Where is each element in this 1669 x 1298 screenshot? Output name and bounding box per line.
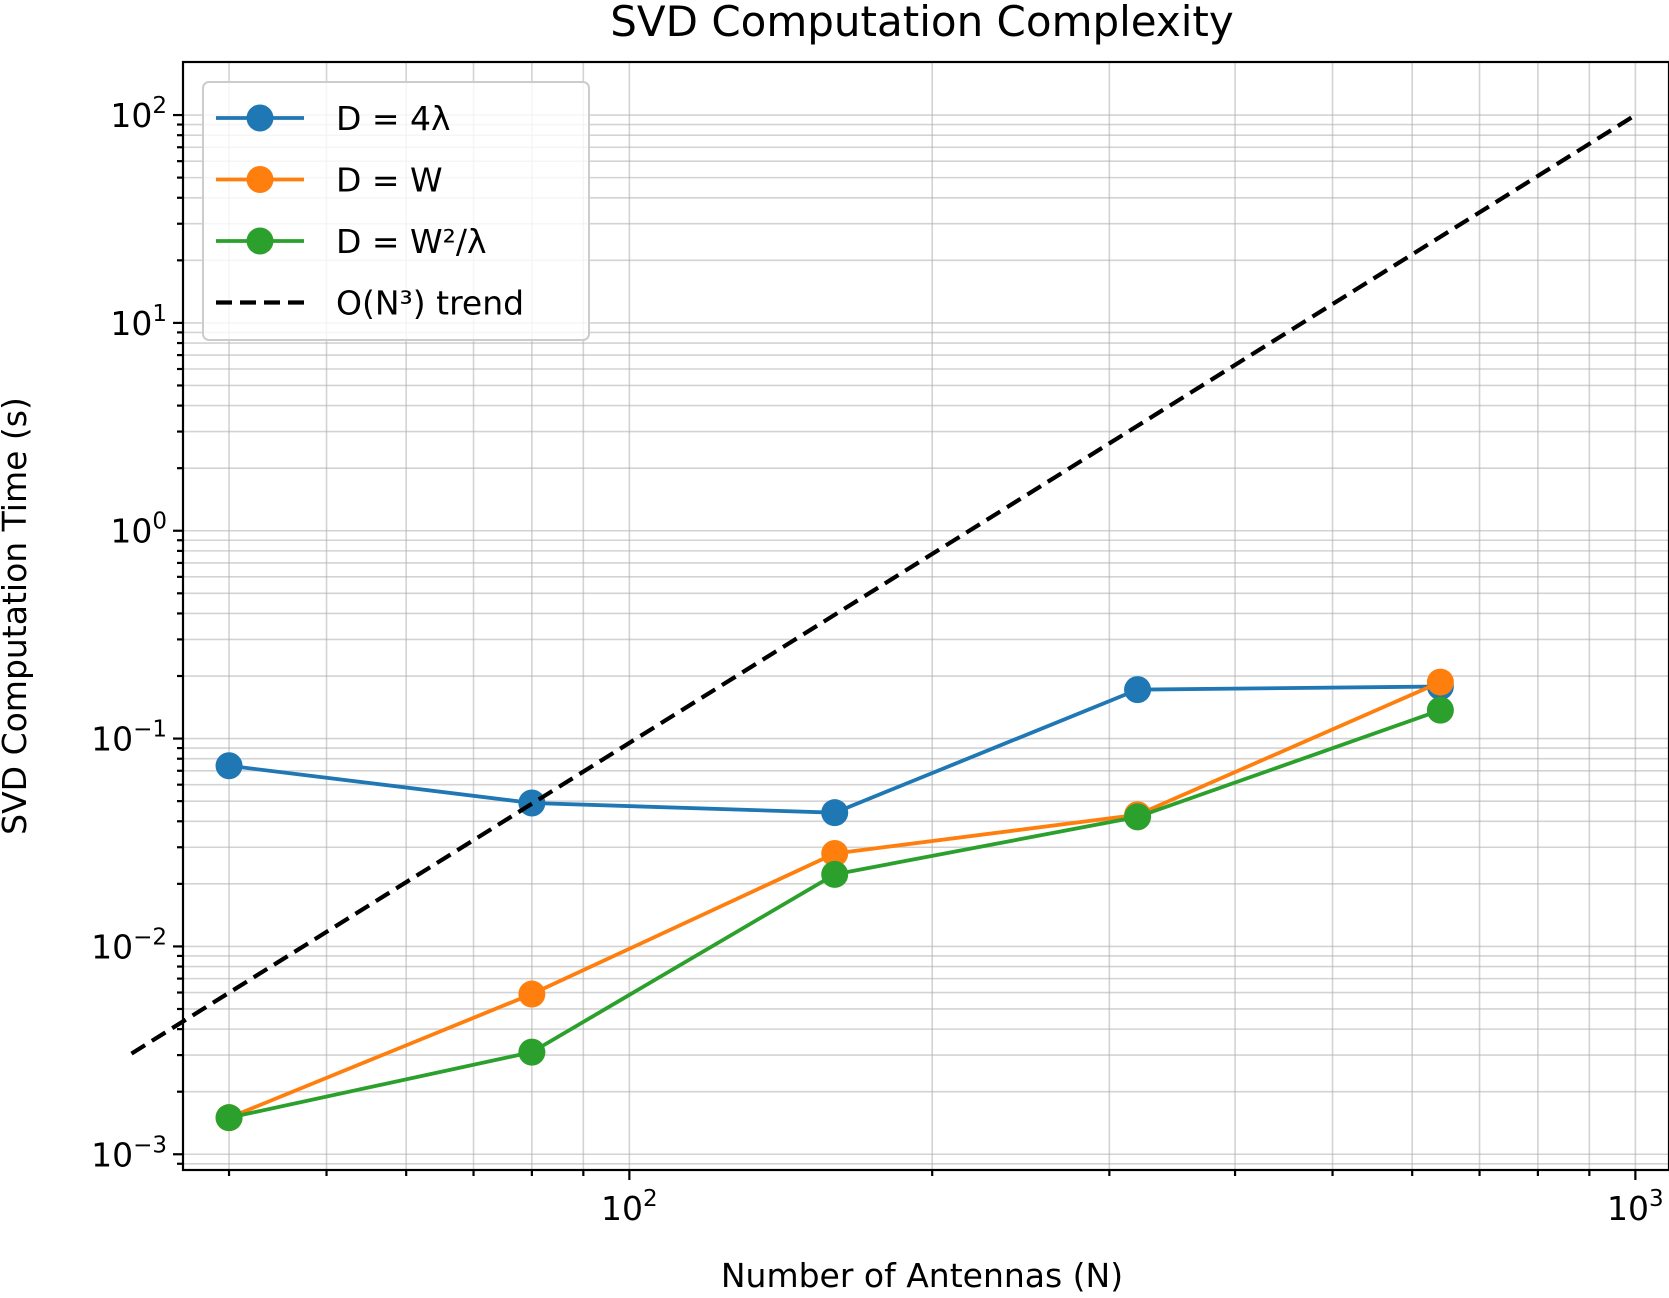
series-point-2 xyxy=(1124,803,1152,831)
series-point-0 xyxy=(518,789,546,817)
series-point-1 xyxy=(518,980,546,1008)
series-point-2 xyxy=(518,1038,546,1066)
y-tick-label: 102 xyxy=(110,93,167,135)
legend-swatch-marker xyxy=(246,227,274,255)
y-axis-label: SVD Computation Time (s) xyxy=(0,397,34,835)
legend-swatch-marker xyxy=(246,166,274,193)
y-tick-label: 10−1 xyxy=(91,717,167,759)
series-point-1 xyxy=(1426,668,1454,696)
legend-label: D = 4λ xyxy=(336,99,451,138)
legend-label: O(N³) trend xyxy=(336,284,524,323)
x-tick-label: 102 xyxy=(601,1186,658,1228)
series-line-3 xyxy=(130,113,1637,1056)
series-point-0 xyxy=(215,752,243,780)
legend-box xyxy=(202,81,590,341)
y-tick-label: 101 xyxy=(110,301,167,343)
series-point-2 xyxy=(821,860,849,888)
legend: D = 4λ D = W D = W²/λ O(N³) trend xyxy=(202,81,590,341)
series-point-1 xyxy=(821,839,849,867)
series-layer xyxy=(130,113,1637,1132)
ticks: 102 103 10−3 10−2 10−1 100 101 102 xyxy=(91,93,1664,1228)
series-point-0 xyxy=(1124,676,1152,704)
y-tick-label: 10−2 xyxy=(91,924,167,966)
y-tick-label: 100 xyxy=(110,509,167,551)
x-tick-label: 103 xyxy=(1607,1186,1664,1228)
plot-frame xyxy=(181,60,1669,1172)
series-point-2 xyxy=(1426,696,1454,724)
chart-title: SVD Computation Complexity xyxy=(610,0,1234,46)
series-point-0 xyxy=(821,799,849,827)
legend-label: D = W²/λ xyxy=(336,222,487,261)
y-tick-label: 10−3 xyxy=(91,1132,167,1174)
series-point-2 xyxy=(215,1104,243,1132)
x-axis-label: Number of Antennas (N) xyxy=(721,1256,1123,1295)
legend-label: D = W xyxy=(336,161,443,200)
legend-swatch-marker xyxy=(246,104,274,132)
